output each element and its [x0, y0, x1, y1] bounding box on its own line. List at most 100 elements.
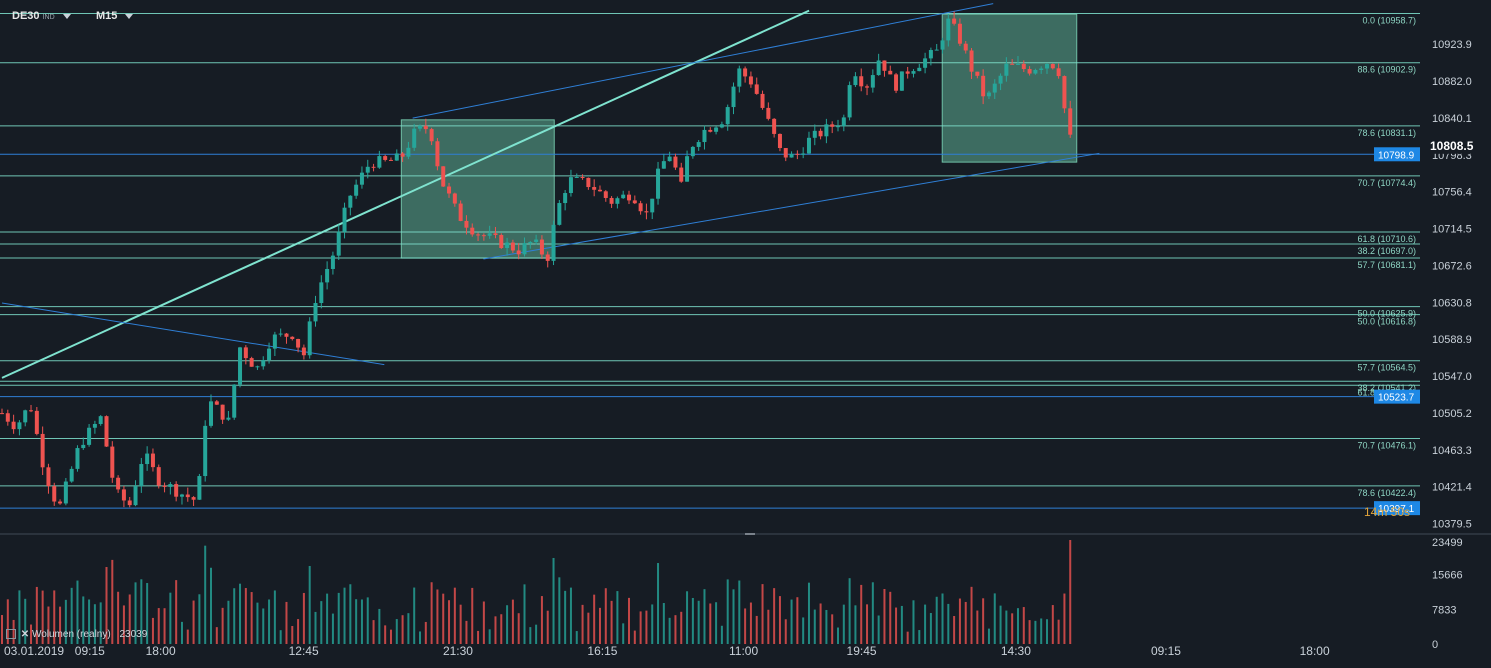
candle-body[interactable] [551, 224, 556, 261]
candle-body[interactable] [621, 194, 626, 199]
candle-body[interactable] [679, 167, 684, 182]
candle-body[interactable] [255, 366, 260, 368]
candle-body[interactable] [365, 166, 370, 173]
candle-body[interactable] [63, 481, 68, 504]
candle-body[interactable] [209, 401, 214, 426]
candle-body[interactable] [870, 75, 875, 88]
candle-body[interactable] [568, 177, 573, 194]
candle-body[interactable] [696, 142, 701, 147]
candle-body[interactable] [632, 200, 637, 204]
candle-body[interactable] [627, 194, 632, 201]
candle-body[interactable] [29, 410, 34, 412]
candle-body[interactable] [824, 124, 829, 137]
candle-body[interactable] [952, 18, 957, 24]
candle-body[interactable] [435, 141, 440, 167]
candle-body[interactable] [359, 172, 364, 185]
candle-body[interactable] [650, 198, 655, 213]
candle-body[interactable] [528, 241, 533, 244]
candle-body[interactable] [23, 410, 28, 423]
candle-body[interactable] [563, 193, 568, 204]
candle-body[interactable] [1004, 63, 1009, 76]
candle-body[interactable] [238, 347, 243, 385]
candle-body[interactable] [133, 486, 138, 506]
candle-body[interactable] [394, 153, 399, 161]
candle-body[interactable] [911, 71, 916, 74]
candle-body[interactable] [946, 18, 951, 41]
candle-body[interactable] [992, 83, 997, 93]
candle-body[interactable] [923, 58, 928, 68]
candle-body[interactable] [203, 425, 208, 477]
candle-body[interactable] [377, 156, 382, 168]
candle-body[interactable] [121, 489, 126, 501]
candle-body[interactable] [940, 40, 945, 50]
candle-body[interactable] [882, 60, 887, 71]
candle-body[interactable] [325, 268, 330, 283]
candle-body[interactable] [98, 416, 103, 424]
candle-body[interactable] [400, 153, 405, 157]
trend-line[interactable] [412, 3, 994, 119]
candle-body[interactable] [685, 156, 690, 182]
candle-body[interactable] [998, 75, 1003, 84]
candle-body[interactable] [40, 433, 45, 468]
candle-body[interactable] [46, 467, 51, 487]
candle-body[interactable] [714, 127, 719, 132]
candle-body[interactable] [673, 156, 678, 168]
candle-body[interactable] [557, 203, 562, 225]
candle-body[interactable] [249, 358, 254, 367]
candle-body[interactable] [766, 107, 771, 119]
candle-body[interactable] [876, 60, 881, 76]
candle-body[interactable] [1050, 63, 1055, 69]
candle-body[interactable] [458, 203, 463, 221]
candle-body[interactable] [418, 125, 423, 129]
candle-body[interactable] [592, 187, 597, 190]
candle-body[interactable] [760, 93, 765, 108]
candle-body[interactable] [737, 68, 742, 87]
candle-body[interactable] [522, 243, 527, 255]
candle-body[interactable] [412, 128, 417, 148]
candle-body[interactable] [772, 118, 777, 134]
rectangle-zone[interactable] [941, 13, 1078, 163]
interval-selector[interactable]: M15 [96, 10, 134, 22]
candle-body[interactable] [110, 446, 115, 478]
candle-body[interactable] [383, 156, 388, 160]
candle-body[interactable] [934, 49, 939, 51]
candle-body[interactable] [986, 92, 991, 97]
candle-body[interactable] [162, 485, 167, 487]
candle-body[interactable] [754, 84, 759, 94]
candle-body[interactable] [865, 86, 870, 88]
candle-body[interactable] [748, 76, 753, 85]
trend-line[interactable] [483, 152, 1100, 260]
candle-body[interactable] [743, 68, 748, 77]
candle-body[interactable] [574, 176, 579, 178]
candle-body[interactable] [812, 130, 817, 138]
candle-body[interactable] [1056, 68, 1061, 77]
candle-body[interactable] [661, 161, 666, 169]
candle-body[interactable] [783, 148, 788, 158]
candle-body[interactable] [272, 334, 277, 349]
candle-body[interactable] [197, 476, 202, 500]
candle-body[interactable] [406, 147, 411, 157]
candle-body[interactable] [17, 422, 22, 430]
candle-body[interactable] [975, 71, 980, 76]
candle-body[interactable] [499, 234, 504, 249]
candle-body[interactable] [847, 85, 852, 118]
candle-body[interactable] [801, 153, 806, 155]
candle-body[interactable] [1027, 69, 1032, 74]
candle-body[interactable] [92, 423, 97, 428]
candle-body[interactable] [278, 333, 283, 335]
candle-body[interactable] [52, 486, 57, 502]
candle-body[interactable] [388, 159, 393, 161]
candle-body[interactable] [841, 117, 846, 127]
candle-body[interactable] [168, 484, 173, 487]
candle-body[interactable] [226, 417, 231, 420]
candle-body[interactable] [1045, 63, 1050, 69]
candle-body[interactable] [296, 338, 301, 348]
candle-body[interactable] [145, 453, 150, 465]
candle-body[interactable] [725, 107, 730, 125]
candle-body[interactable] [818, 130, 823, 137]
candle-body[interactable] [481, 235, 486, 237]
candle-body[interactable] [795, 153, 800, 155]
candle-body[interactable] [493, 233, 498, 235]
candle-body[interactable] [116, 477, 121, 490]
candle-body[interactable] [348, 195, 353, 208]
